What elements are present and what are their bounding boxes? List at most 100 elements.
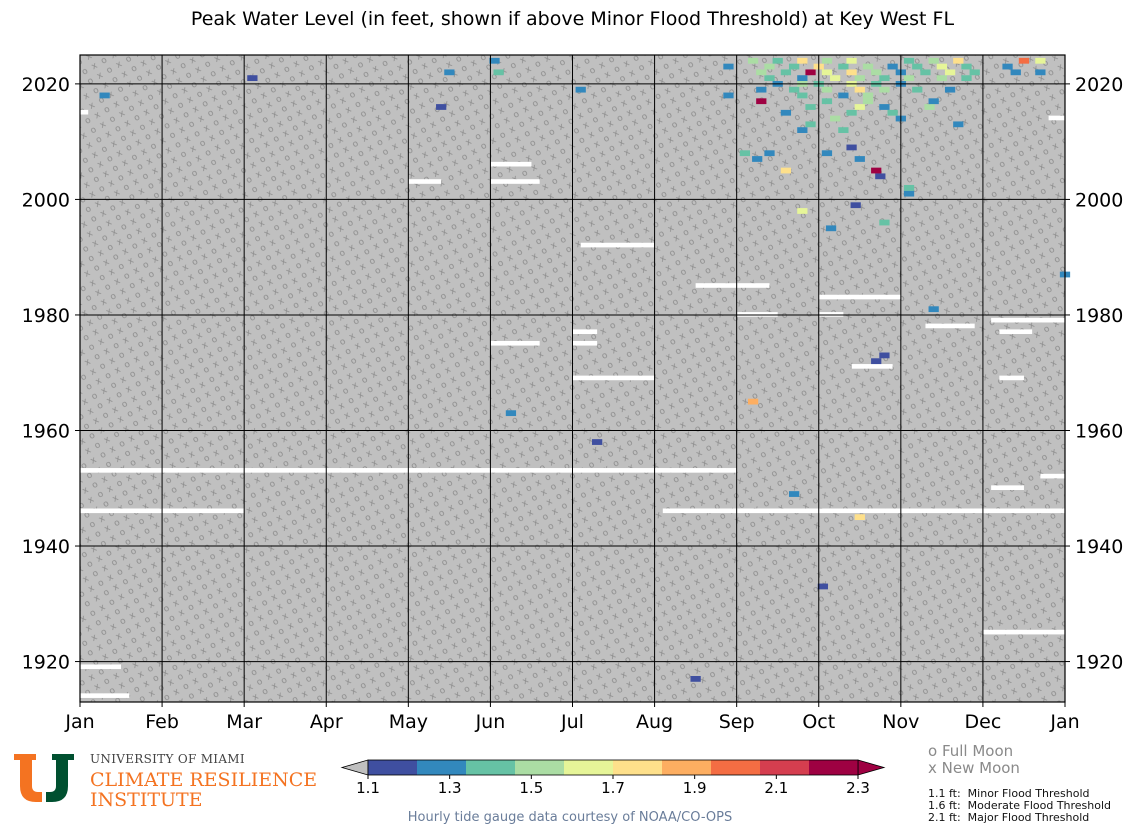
flood-event-cell — [846, 109, 857, 116]
flood-event-cell — [879, 86, 890, 93]
missing-data-gap — [1048, 115, 1065, 121]
flood-event-cell — [969, 69, 980, 76]
flood-event-cell — [903, 184, 915, 191]
flood-event-cell — [936, 63, 948, 70]
colorbar-over-arrow — [857, 759, 886, 776]
flood-event-cell — [575, 86, 586, 93]
flood-event-cell — [764, 150, 775, 157]
missing-data-gap — [80, 693, 130, 698]
colorbar-under-arrow — [340, 759, 369, 776]
flood-event-cell — [875, 173, 886, 180]
colorbar-tick-label: 2.3 — [846, 779, 870, 797]
y-tick-label-left: 1960 — [22, 420, 70, 442]
flood-event-cell — [924, 104, 935, 110]
flood-event-cell — [805, 69, 816, 76]
flood-event-cell — [854, 514, 865, 521]
flood-event-cell — [772, 57, 783, 64]
flood-event-cell — [1018, 57, 1030, 64]
flood-event-cell — [788, 491, 800, 497]
flood-event-cell — [928, 306, 939, 313]
flood-event-cell — [846, 69, 857, 76]
flood-event-cell — [764, 75, 775, 81]
flood-event-cell — [752, 156, 763, 162]
y-tick-label-right: 1960 — [1075, 420, 1123, 442]
missing-data-gap — [982, 629, 1065, 635]
missing-data-gap — [818, 312, 844, 317]
flood-event-cell — [903, 190, 915, 197]
moon-legend: o Full Moon x New Moon — [928, 743, 1020, 777]
flood-event-cell — [862, 92, 874, 99]
flood-event-cell — [788, 86, 800, 93]
flood-event-cell — [805, 121, 816, 128]
flood-event-cell — [830, 75, 841, 81]
y-tick-label-right: 2000 — [1075, 189, 1123, 211]
threshold-legend-item: 2.1 ft: Major Flood Threshold — [928, 811, 1090, 824]
flood-event-cell — [444, 69, 455, 76]
flood-event-cell — [961, 75, 972, 81]
y-tick-label-left: 1980 — [22, 305, 70, 327]
x-tick-label: Feb — [145, 711, 179, 733]
flood-event-cell — [780, 69, 792, 76]
flood-event-cell — [871, 358, 882, 365]
flood-event-cell — [797, 92, 808, 99]
missing-data-gap — [991, 485, 1024, 490]
flood-event-cell — [830, 115, 841, 122]
y-tick-label-right: 1980 — [1075, 305, 1123, 327]
y-tick-label-left: 2000 — [22, 189, 70, 211]
flood-event-cell — [871, 69, 882, 76]
flood-event-cell — [1035, 69, 1046, 76]
y-tick-label-left: 1920 — [22, 652, 70, 674]
flood-event-cell — [838, 63, 849, 70]
flood-event-cell — [247, 75, 258, 81]
x-tick-label: Jul — [560, 711, 584, 733]
flood-event-cell — [1035, 57, 1046, 64]
flood-event-cell — [764, 63, 775, 70]
logo-institute-name: CLIMATE RESILIENCE INSTITUTE — [90, 770, 317, 810]
missing-data-gap — [580, 242, 655, 248]
missing-data-gap — [991, 317, 1065, 323]
flood-event-cell — [854, 75, 865, 81]
missing-data-gap — [490, 340, 540, 346]
flood-event-cell — [1002, 63, 1013, 70]
threshold-legend-item: 1.6 ft: Moderate Flood Threshold — [928, 799, 1112, 812]
logo-university-name: UNIVERSITY OF MIAMI — [90, 752, 245, 766]
missing-data-gap — [818, 294, 901, 300]
missing-data-gap — [851, 364, 893, 369]
flood-event-cell — [1010, 69, 1021, 76]
flood-event-cell — [821, 98, 833, 105]
x-tick-label: Aug — [636, 711, 673, 733]
data-credit: Hourly tide gauge data courtesy of NOAA/… — [407, 810, 733, 825]
x-tick-label: Oct — [802, 711, 835, 733]
flood-event-cell — [854, 86, 865, 93]
flood-event-cell — [821, 150, 833, 157]
flood-event-cell — [780, 109, 792, 116]
flood-event-cell — [797, 75, 808, 81]
flood-event-cell — [854, 104, 865, 110]
flood-event-cell — [723, 92, 734, 99]
colorbar — [367, 759, 859, 776]
missing-data-gap — [80, 109, 89, 115]
x-tick-label: Jan — [64, 711, 94, 733]
logo-line-2: CLIMATE RESILIENCE — [90, 769, 318, 791]
flood-event-cell — [944, 86, 956, 93]
flood-event-cell — [879, 75, 890, 81]
x-tick-label: Mar — [226, 711, 262, 733]
colorbar-tick-label: 1.5 — [519, 779, 543, 797]
flood-event-cell — [961, 63, 972, 70]
y-tick-label-right: 1920 — [1075, 652, 1123, 674]
flood-event-cell — [879, 219, 890, 226]
flood-event-cell — [723, 63, 734, 70]
y-tick-label-right: 1940 — [1075, 536, 1123, 558]
flood-event-cell — [850, 202, 861, 209]
flood-event-cell — [912, 86, 923, 93]
x-tick-label: Jun — [475, 711, 506, 733]
logo-line-3: INSTITUTE — [90, 789, 203, 811]
x-tick-label: Nov — [882, 711, 919, 733]
flood-event-cell — [817, 583, 828, 590]
flood-event-cell — [879, 104, 890, 110]
flood-event-cell — [99, 92, 110, 99]
flood-event-cell — [756, 98, 767, 105]
colorbar-tick-label: 1.7 — [601, 779, 625, 797]
x-tick-label: May — [389, 711, 428, 733]
